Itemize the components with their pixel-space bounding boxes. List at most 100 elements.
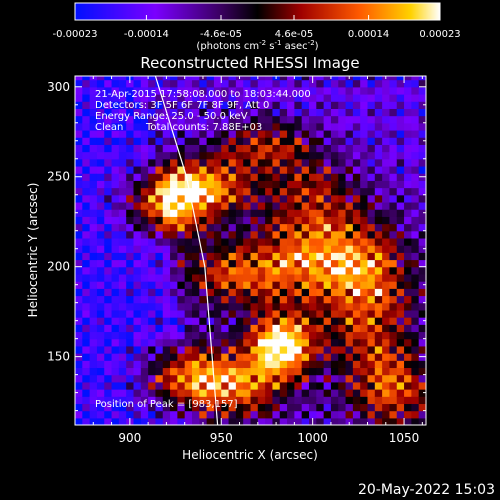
heatmap-cell <box>352 367 361 376</box>
heatmap-cell <box>184 309 193 318</box>
heatmap-cell <box>396 381 405 390</box>
heatmap-cell <box>309 158 317 167</box>
heatmap-cell <box>338 158 347 167</box>
heatmap-cell <box>374 137 383 145</box>
heatmap-cell <box>82 180 91 189</box>
heatmap-cell <box>316 410 325 419</box>
heatmap-cell <box>338 259 347 268</box>
heatmap-cell <box>411 158 420 167</box>
heatmap-cell <box>330 173 339 181</box>
heatmap-cell <box>206 101 215 109</box>
heatmap-cell <box>89 86 98 95</box>
heatmap-cell <box>360 309 369 318</box>
heatmap-cell <box>338 144 347 153</box>
heatmap-cell <box>170 194 178 203</box>
heatmap-cell <box>404 295 412 304</box>
heatmap-cell <box>374 151 383 160</box>
heatmap-cell <box>396 360 405 369</box>
heatmap-cell <box>265 79 274 88</box>
heatmap-cell <box>360 360 369 369</box>
heatmap-cell <box>272 129 281 138</box>
heatmap-cell <box>316 331 325 340</box>
heatmap-cell <box>96 223 105 232</box>
heatmap-cell <box>345 129 354 138</box>
heatmap-cell <box>111 353 120 361</box>
heatmap-cell <box>418 115 426 124</box>
heatmap-cell <box>177 144 186 153</box>
heatmap-cell <box>155 410 164 419</box>
heatmap-cell <box>243 410 252 419</box>
heatmap-cell <box>243 353 252 361</box>
heatmap-cell <box>345 403 354 412</box>
heatmap-cell <box>96 165 105 174</box>
heatmap-cell <box>184 403 193 412</box>
heatmap-cell <box>89 266 98 275</box>
heatmap-cell <box>404 403 412 412</box>
heatmap-cell <box>243 403 252 412</box>
heatmap-cell <box>279 259 288 268</box>
heatmap-cell <box>206 201 215 210</box>
heatmap-cell <box>170 273 178 282</box>
heatmap-cell <box>338 396 347 405</box>
heatmap-cell <box>96 281 105 289</box>
heatmap-cell <box>82 259 91 268</box>
heatmap-cell <box>126 331 135 340</box>
heatmap-cell <box>374 252 383 261</box>
heatmap-cell <box>133 252 142 261</box>
heatmap-cell <box>118 209 127 217</box>
heatmap-cell <box>360 266 369 275</box>
heatmap-cell <box>89 165 98 174</box>
heatmap-cell <box>140 187 149 196</box>
heatmap-cell <box>265 101 274 109</box>
heatmap-cell <box>265 345 274 354</box>
heatmap-cell <box>374 86 383 95</box>
heatmap-cell <box>257 101 266 109</box>
heatmap-cell <box>352 252 361 261</box>
heatmap-cell <box>374 101 383 109</box>
heatmap-cell <box>272 137 281 145</box>
heatmap-cell <box>418 137 426 145</box>
heatmap-cell <box>213 245 222 253</box>
heatmap-cell <box>382 302 391 311</box>
heatmap-cell <box>374 79 383 88</box>
heatmap-cell <box>279 317 288 325</box>
heatmap-cell <box>243 101 252 109</box>
heatmap-cell <box>104 417 113 425</box>
heatmap-cell <box>418 79 426 88</box>
heatmap-cell <box>323 76 332 81</box>
heatmap-cell <box>111 281 120 289</box>
heatmap-cell <box>111 273 120 282</box>
heatmap-cell <box>396 338 405 347</box>
heatmap-cell <box>111 360 120 369</box>
heatmap-cell <box>170 165 178 174</box>
heatmap-cell <box>360 180 369 189</box>
heatmap-cell <box>257 309 266 318</box>
heatmap-cell <box>279 389 288 397</box>
heatmap-cell <box>294 115 303 124</box>
heatmap-cell <box>323 367 332 376</box>
heatmap-cell <box>411 209 420 217</box>
heatmap-cell <box>345 259 354 268</box>
heatmap-cell <box>323 137 332 145</box>
heatmap-cell <box>287 158 295 167</box>
heatmap-cell <box>330 266 339 275</box>
heatmap-cell <box>82 223 91 232</box>
heatmap-cell <box>184 187 193 196</box>
heatmap-cell <box>330 374 339 383</box>
heatmap-cell <box>309 367 317 376</box>
heatmap-cell <box>338 180 347 189</box>
heatmap-cell <box>418 201 426 210</box>
heatmap-cell <box>89 302 98 311</box>
y-tick-label: 300 <box>47 80 70 94</box>
heatmap-cell <box>411 180 420 189</box>
heatmap-cell <box>411 115 420 124</box>
heatmap-cell <box>111 410 120 419</box>
heatmap-cell <box>330 216 339 225</box>
heatmap-cell <box>309 331 317 340</box>
heatmap-cell <box>82 173 91 181</box>
heatmap-cell <box>411 381 420 390</box>
heatmap-cell <box>155 288 164 297</box>
heatmap-cell <box>206 180 215 189</box>
heatmap-cell <box>396 101 405 109</box>
heatmap-cell <box>250 360 259 369</box>
